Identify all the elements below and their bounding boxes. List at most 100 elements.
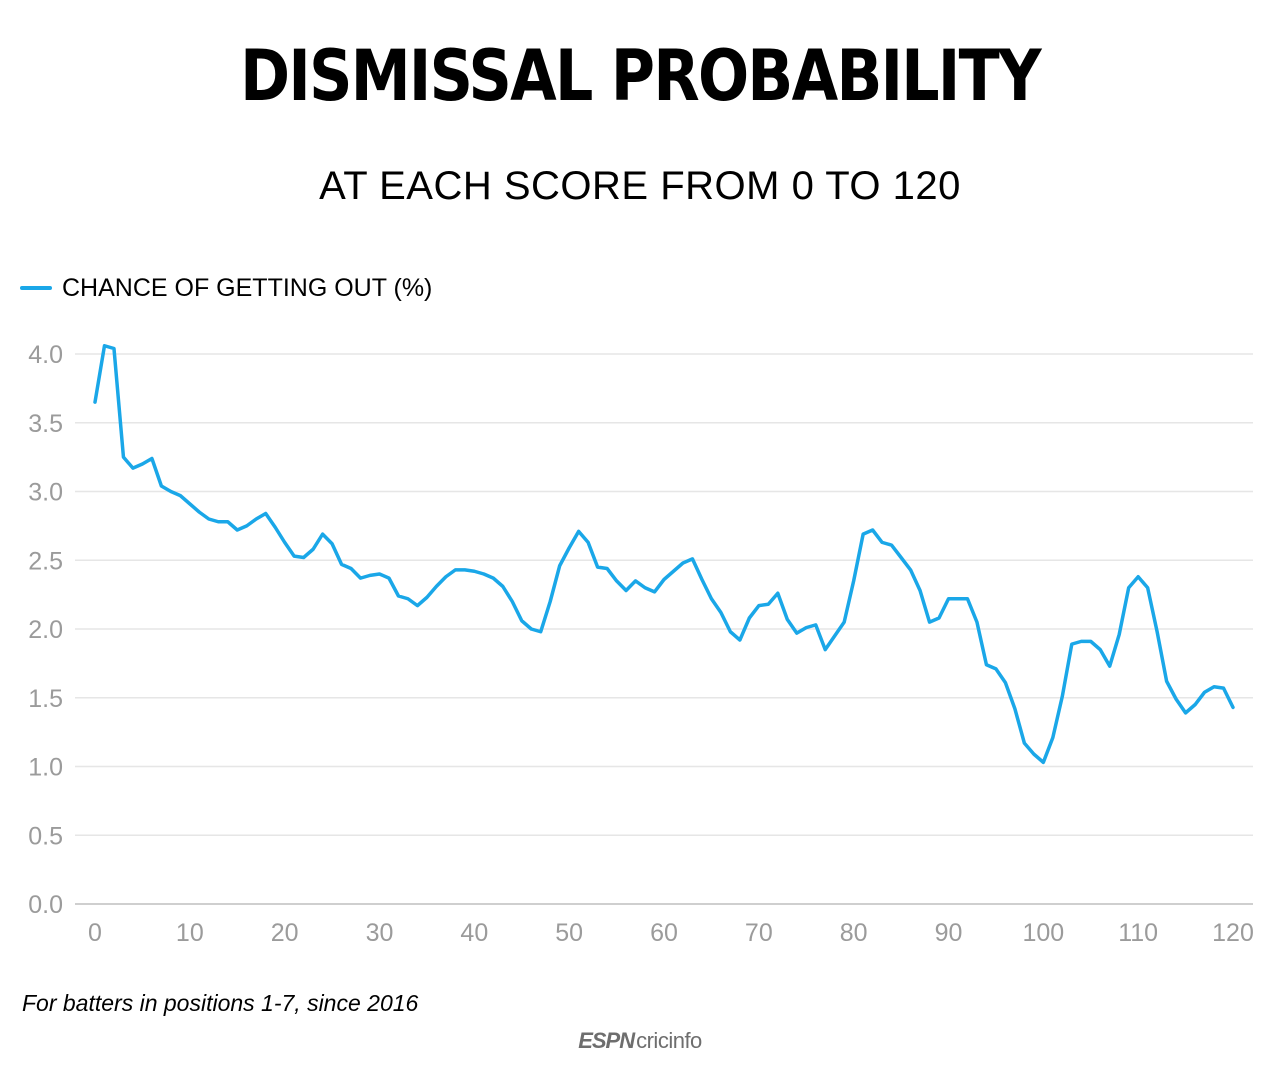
data-point	[1175, 698, 1178, 701]
data-point	[255, 518, 258, 521]
data-point	[444, 575, 447, 578]
data-point	[1061, 695, 1064, 698]
data-point	[814, 623, 817, 626]
y-tick-label: 2.5	[28, 547, 63, 575]
data-point	[700, 578, 703, 581]
data-point	[966, 597, 969, 600]
data-point	[938, 617, 941, 620]
data-point	[473, 570, 476, 573]
y-tick-label: 2.0	[28, 616, 63, 644]
espncricinfo-logo: ESPNcricinfo	[0, 1026, 1280, 1056]
x-tick-label: 20	[271, 919, 299, 947]
x-tick-label: 110	[1118, 919, 1158, 947]
data-point	[1184, 711, 1187, 714]
data-point	[1070, 643, 1073, 646]
data-point	[558, 564, 561, 567]
data-point	[862, 533, 865, 536]
series-line	[93, 344, 1235, 765]
chart-legend: CHANCE OF GETTING OUT (%)	[20, 272, 432, 304]
data-point	[236, 529, 239, 532]
data-point	[226, 520, 229, 523]
x-tick-label: 40	[460, 919, 488, 947]
data-point	[710, 597, 713, 600]
data-point	[454, 568, 457, 571]
x-tick-label: 50	[555, 919, 583, 947]
data-point	[596, 566, 599, 569]
data-point	[312, 548, 315, 551]
x-tick-label: 120	[1212, 919, 1254, 947]
data-point	[568, 546, 571, 549]
data-point	[112, 347, 115, 350]
data-point	[416, 604, 419, 607]
data-point	[890, 544, 893, 547]
data-point	[1194, 703, 1197, 706]
data-point	[264, 512, 267, 515]
x-tick-label: 10	[176, 919, 204, 947]
data-point	[350, 567, 353, 570]
data-point	[1118, 633, 1121, 636]
data-point	[719, 611, 722, 614]
data-point	[217, 520, 220, 523]
data-point	[501, 585, 504, 588]
data-point	[293, 555, 296, 558]
x-axis-ticks: 0 10 20 30 40 50 60 70 80 90 100 110 120	[88, 919, 1254, 947]
data-point	[369, 574, 372, 577]
data-point	[406, 597, 409, 600]
brand-espn: ESPN	[578, 1028, 635, 1053]
data-point	[644, 586, 647, 589]
x-tick-label: 30	[366, 919, 394, 947]
gridlines	[75, 353, 1253, 905]
data-point	[207, 518, 210, 521]
data-point	[283, 541, 286, 544]
data-point	[1213, 685, 1216, 688]
series-layer	[93, 344, 1235, 765]
data-point	[1023, 742, 1026, 745]
data-point	[767, 603, 770, 606]
legend-swatch	[20, 286, 52, 290]
data-point	[1080, 640, 1083, 643]
y-tick-label: 0.0	[28, 891, 63, 919]
data-point	[634, 579, 637, 582]
data-point	[520, 619, 523, 622]
data-point	[169, 490, 172, 493]
data-point	[122, 456, 125, 459]
data-point	[331, 542, 334, 545]
data-point	[359, 577, 362, 580]
data-point	[852, 579, 855, 582]
data-point	[776, 592, 779, 595]
x-tick-label: 0	[88, 919, 102, 947]
data-point	[985, 663, 988, 666]
data-point	[302, 556, 305, 559]
data-point	[188, 502, 191, 505]
data-point	[94, 401, 97, 404]
data-point	[1222, 687, 1225, 690]
data-point	[1032, 753, 1035, 756]
data-point	[539, 630, 542, 633]
data-point	[625, 589, 628, 592]
data-point	[757, 604, 760, 607]
data-point	[672, 570, 675, 573]
data-point	[1089, 640, 1092, 643]
data-point	[1099, 648, 1102, 651]
data-point	[1137, 575, 1140, 578]
data-point	[1013, 707, 1016, 710]
x-tick-label: 70	[745, 919, 773, 947]
data-point	[1156, 630, 1159, 633]
data-point	[530, 628, 533, 631]
data-point	[975, 621, 978, 624]
data-point	[1203, 691, 1206, 694]
data-point	[1042, 761, 1045, 764]
data-point	[786, 618, 789, 621]
data-point	[397, 595, 400, 598]
data-point	[843, 621, 846, 624]
data-point	[795, 632, 798, 635]
chart-subtitle: AT EACH SCORE FROM 0 TO 120	[319, 164, 961, 208]
data-point	[179, 494, 182, 497]
data-point	[919, 589, 922, 592]
data-point	[378, 573, 381, 576]
y-tick-label: 3.0	[28, 479, 63, 507]
x-tick-label: 90	[935, 919, 963, 947]
y-tick-label: 1.0	[28, 754, 63, 782]
data-point	[245, 524, 248, 527]
brand-cricinfo: cricinfo	[636, 1028, 702, 1053]
